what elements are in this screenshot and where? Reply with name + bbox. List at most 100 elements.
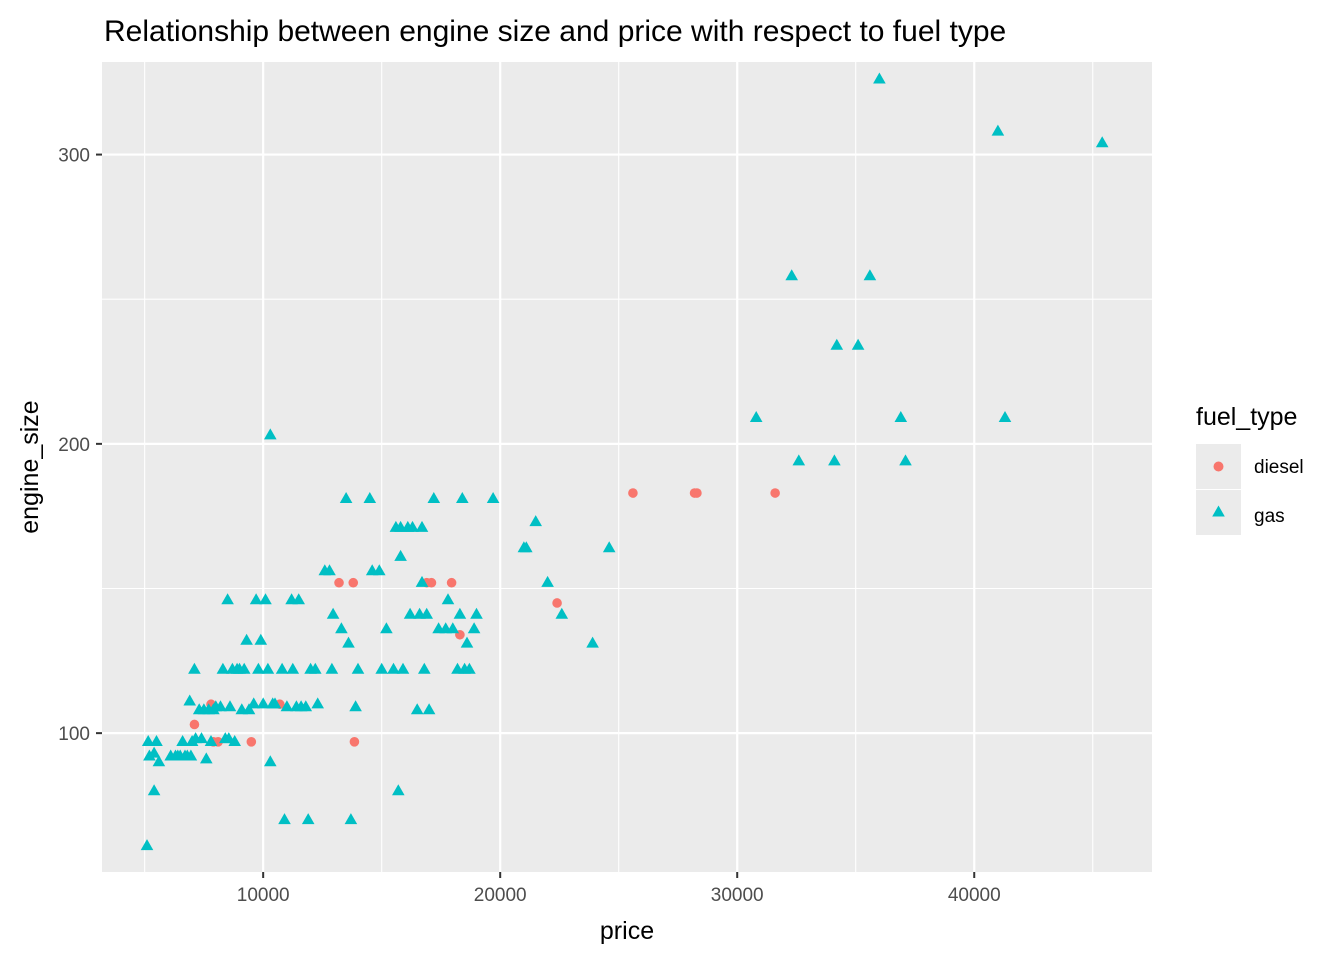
point-gas [602,541,616,553]
point-diesel [426,577,437,588]
point-gas [176,735,189,746]
point-gas [830,338,844,350]
point-gas [873,72,886,84]
point-gas [415,520,429,532]
x-tick-label: 20000 [474,885,527,906]
point-gas [380,622,393,634]
y-tick-label: 100 [58,724,90,745]
point-gas [418,662,431,674]
point-gas [415,575,429,587]
point-gas [410,703,424,715]
point-gas [280,700,294,712]
point-gas [998,411,1012,422]
point-gas [301,813,315,825]
point-gas [286,662,300,674]
point-gas [249,593,263,605]
point-gas [422,703,436,715]
legend: fuel_type diesel gas [1196,403,1304,535]
plot-panel [102,62,1152,872]
point-gas [150,735,163,746]
point-gas [275,662,289,674]
point-gas [851,338,865,350]
y-axis-title: engine_size [16,400,44,533]
point-diesel [628,488,638,498]
point-gas [152,755,166,767]
point-gas [375,662,388,674]
point-gas [467,622,481,634]
point-diesel [349,737,360,747]
point-diesel [552,598,562,608]
point-gas [351,662,365,674]
point-gas [394,549,407,561]
point-gas [586,636,599,648]
point-gas [221,593,234,605]
point-gas [292,593,305,605]
point-gas [311,697,324,709]
point-gas [344,813,358,825]
x-tick-label: 40000 [948,885,1001,906]
point-gas [792,454,806,466]
point-gas [140,839,154,851]
point-gas [396,662,410,674]
point-gas [335,622,348,634]
point-gas [259,593,272,605]
point-diesel [692,488,702,498]
point-gas [204,735,218,746]
point-gas [216,662,230,674]
point-gas [463,662,476,674]
point-gas [446,622,460,634]
point-gas [309,662,322,674]
point-gas [184,749,198,761]
point-gas [785,269,798,281]
point-gas [363,492,377,503]
point-gas [486,492,500,503]
point-gas [214,700,227,712]
point-gas [254,633,268,645]
point-gas [529,515,542,527]
point-diesel [246,737,257,747]
point-gas [247,697,260,709]
point-gas [256,697,270,709]
point-gas [460,636,474,648]
point-gas [264,755,277,767]
y-axis-ticks: 100 200 300 [58,146,102,745]
point-gas [141,735,155,746]
point-gas [299,700,313,712]
data-points [140,72,1109,851]
point-gas [749,411,763,422]
point-gas [420,607,433,619]
point-gas [237,662,251,674]
point-gas [147,784,161,796]
point-diesel [446,577,457,588]
point-gas [541,575,554,587]
legend-gas-marker [1212,505,1225,517]
x-tick-label: 10000 [237,885,290,906]
point-gas [240,633,253,645]
point-gas [278,813,291,825]
point-diesel [348,577,359,588]
y-tick-label: 200 [58,435,90,456]
point-gas [342,636,355,648]
point-gas [264,428,277,440]
chart-title: Relationship between engine size and pri… [104,15,1006,48]
point-gas [325,662,339,674]
point-gas [403,607,417,619]
point-gas [899,454,912,466]
point-gas [228,735,241,746]
point-gas [147,746,161,758]
point-gas [427,492,441,503]
x-axis-title: price [600,917,654,945]
point-gas [323,564,336,576]
legend-title: fuel_type [1196,403,1297,431]
point-diesel [334,577,344,588]
point-gas [828,454,841,466]
point-gas [195,732,208,744]
legend-label-gas: gas [1254,506,1285,527]
point-gas [555,607,569,619]
point-gas [863,269,877,281]
point-gas [373,564,386,576]
y-tick-label: 300 [58,146,90,167]
grid-lines [102,62,1152,872]
point-gas [1095,136,1109,148]
